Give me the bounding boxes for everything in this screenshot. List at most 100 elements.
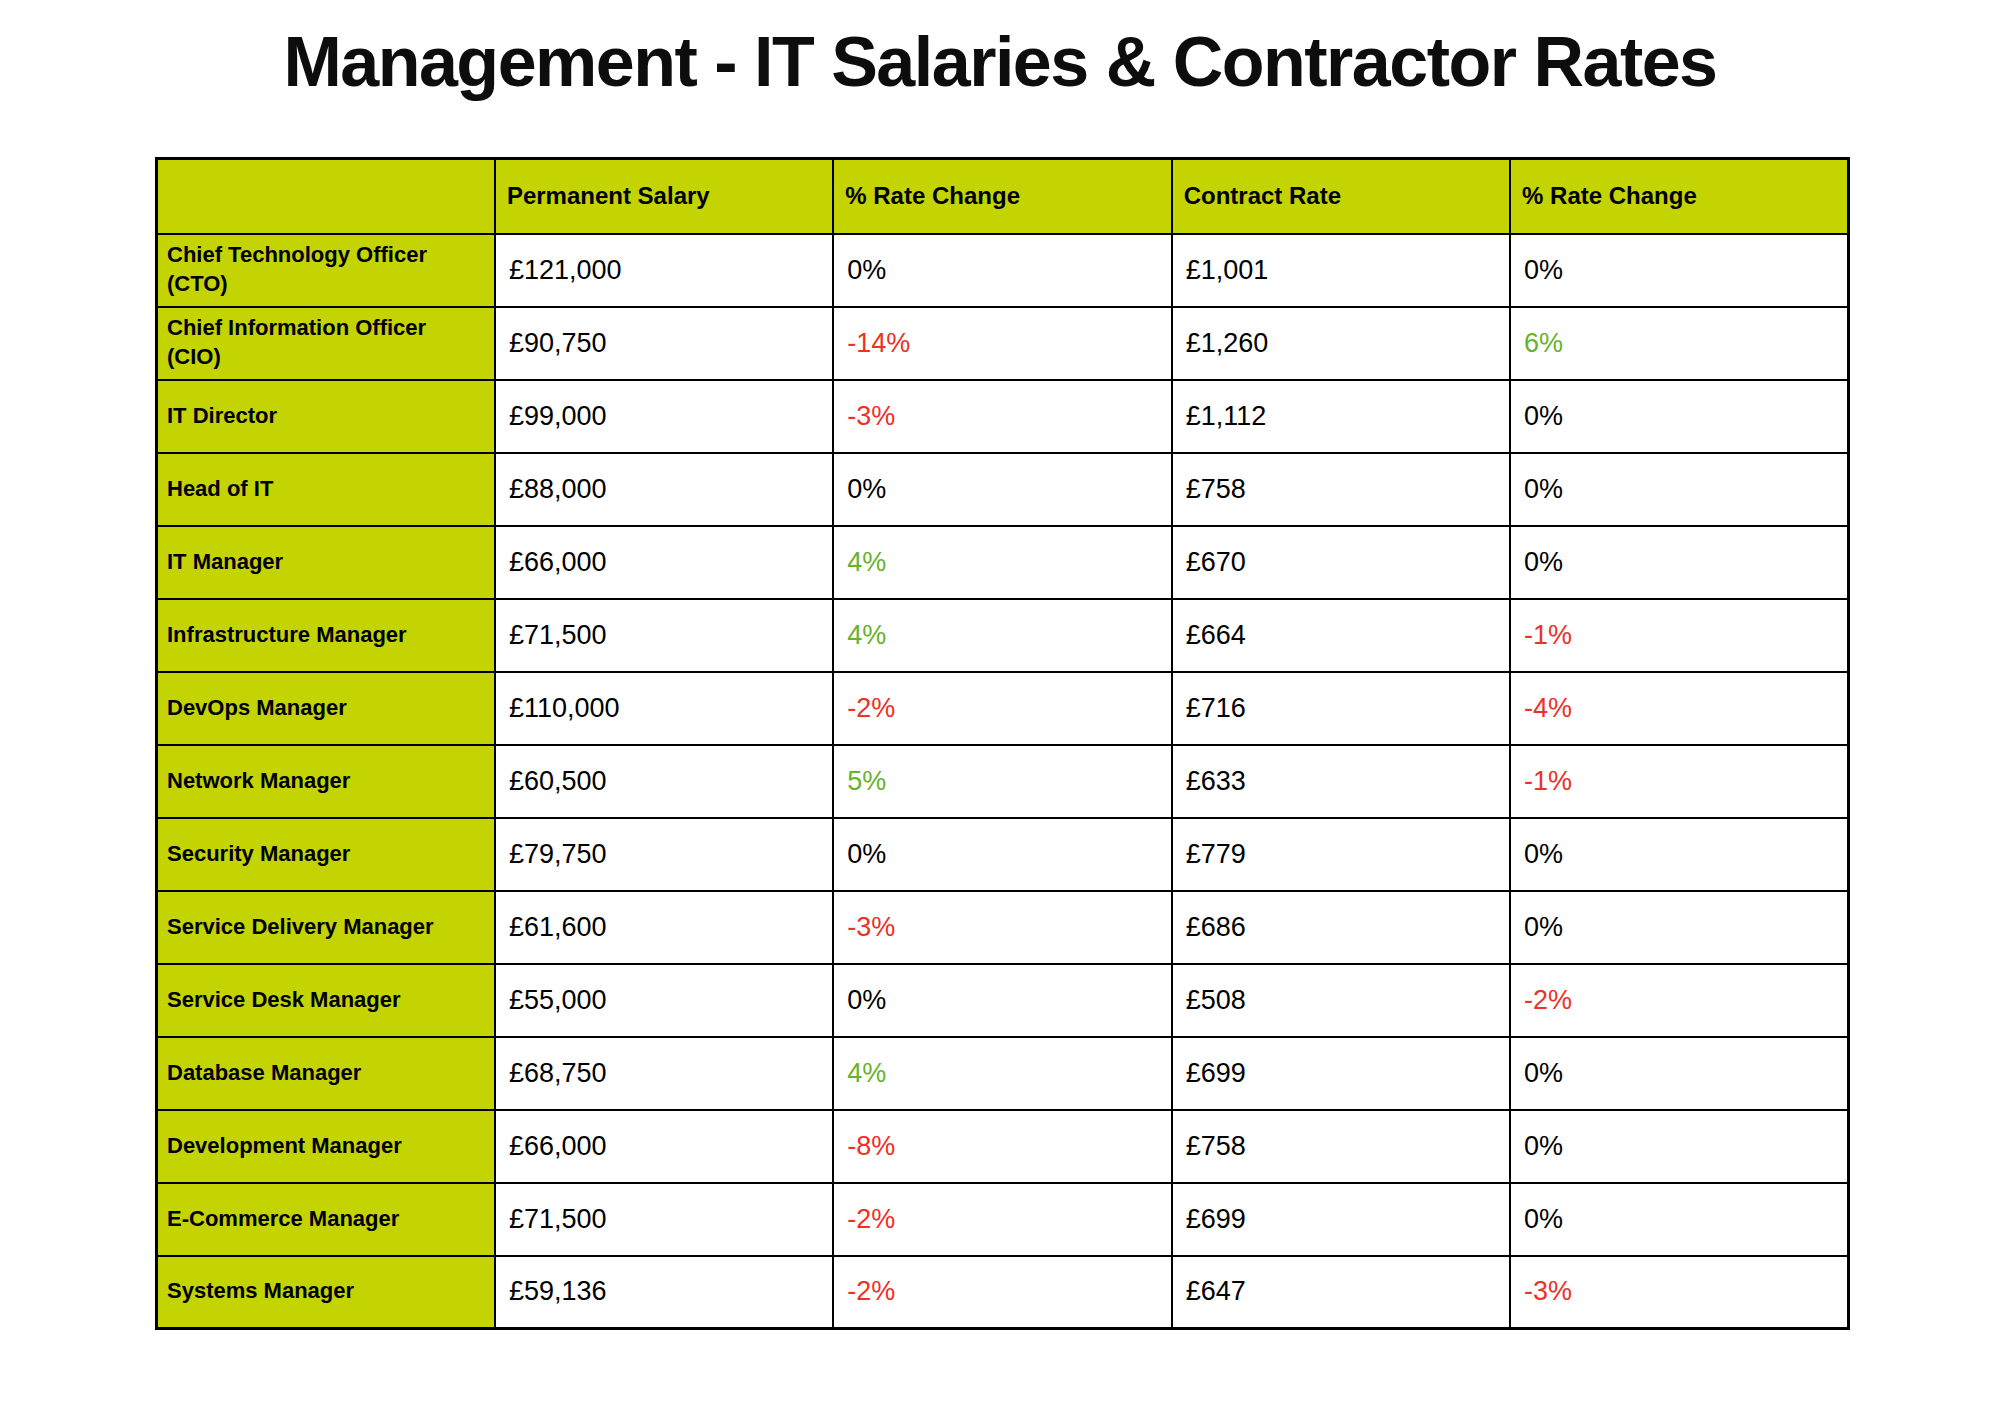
table-row: Security Manager£79,7500%£7790% bbox=[157, 818, 1849, 891]
contract-rate-change-cell: 0% bbox=[1510, 1037, 1848, 1110]
role-cell: IT Manager bbox=[157, 526, 495, 599]
role-cell: Systems Manager bbox=[157, 1256, 495, 1329]
salary-change-cell: 4% bbox=[833, 599, 1171, 672]
salary-change-cell: -2% bbox=[833, 672, 1171, 745]
contract-rate-cell: £716 bbox=[1172, 672, 1510, 745]
permanent-salary-cell: £79,750 bbox=[495, 818, 833, 891]
role-cell: Chief Information Officer (CIO) bbox=[157, 307, 495, 380]
header-cell-blank bbox=[157, 159, 495, 234]
table-row: Chief Information Officer (CIO)£90,750-1… bbox=[157, 307, 1849, 380]
contract-rate-cell: £758 bbox=[1172, 1110, 1510, 1183]
contract-rate-change-cell: -2% bbox=[1510, 964, 1848, 1037]
salary-change-cell: 4% bbox=[833, 526, 1171, 599]
table-row: Service Desk Manager£55,0000%£508-2% bbox=[157, 964, 1849, 1037]
contract-rate-cell: £670 bbox=[1172, 526, 1510, 599]
salary-change-cell: -3% bbox=[833, 380, 1171, 453]
header-cell-contract-rate: Contract Rate bbox=[1172, 159, 1510, 234]
role-cell: Chief Technology Officer (CTO) bbox=[157, 234, 495, 307]
role-cell: Service Delivery Manager bbox=[157, 891, 495, 964]
contract-rate-change-cell: 0% bbox=[1510, 234, 1848, 307]
permanent-salary-cell: £61,600 bbox=[495, 891, 833, 964]
contract-rate-change-cell: 6% bbox=[1510, 307, 1848, 380]
role-cell: DevOps Manager bbox=[157, 672, 495, 745]
permanent-salary-cell: £66,000 bbox=[495, 1110, 833, 1183]
contract-rate-cell: £779 bbox=[1172, 818, 1510, 891]
salary-change-cell: 4% bbox=[833, 1037, 1171, 1110]
contract-rate-cell: £686 bbox=[1172, 891, 1510, 964]
page-title: Management - IT Salaries & Contractor Ra… bbox=[0, 22, 2000, 102]
salary-change-cell: -8% bbox=[833, 1110, 1171, 1183]
salary-change-cell: -2% bbox=[833, 1256, 1171, 1329]
contract-rate-cell: £633 bbox=[1172, 745, 1510, 818]
role-cell: Head of IT bbox=[157, 453, 495, 526]
table-row: Head of IT£88,0000%£7580% bbox=[157, 453, 1849, 526]
table-row: DevOps Manager£110,000-2%£716-4% bbox=[157, 672, 1849, 745]
table-row: Network Manager£60,5005%£633-1% bbox=[157, 745, 1849, 818]
role-cell: Security Manager bbox=[157, 818, 495, 891]
permanent-salary-cell: £66,000 bbox=[495, 526, 833, 599]
permanent-salary-cell: £68,750 bbox=[495, 1037, 833, 1110]
contract-rate-change-cell: 0% bbox=[1510, 453, 1848, 526]
contract-rate-change-cell: -3% bbox=[1510, 1256, 1848, 1329]
salary-change-cell: 5% bbox=[833, 745, 1171, 818]
contract-rate-change-cell: 0% bbox=[1510, 818, 1848, 891]
role-cell: Infrastructure Manager bbox=[157, 599, 495, 672]
contract-rate-cell: £758 bbox=[1172, 453, 1510, 526]
contract-rate-cell: £647 bbox=[1172, 1256, 1510, 1329]
table-row: E-Commerce Manager£71,500-2%£6990% bbox=[157, 1183, 1849, 1256]
contract-rate-change-cell: 0% bbox=[1510, 1183, 1848, 1256]
contract-rate-cell: £664 bbox=[1172, 599, 1510, 672]
header-cell-contract-rate-change: % Rate Change bbox=[1510, 159, 1848, 234]
contract-rate-change-cell: 0% bbox=[1510, 891, 1848, 964]
contract-rate-cell: £508 bbox=[1172, 964, 1510, 1037]
salary-change-cell: -3% bbox=[833, 891, 1171, 964]
salary-change-cell: 0% bbox=[833, 234, 1171, 307]
salary-change-cell: 0% bbox=[833, 818, 1171, 891]
contract-rate-cell: £699 bbox=[1172, 1037, 1510, 1110]
table-row: IT Manager£66,0004%£6700% bbox=[157, 526, 1849, 599]
contract-rate-change-cell: -1% bbox=[1510, 745, 1848, 818]
contract-rate-cell: £1,260 bbox=[1172, 307, 1510, 380]
contract-rate-change-cell: 0% bbox=[1510, 380, 1848, 453]
contract-rate-cell: £699 bbox=[1172, 1183, 1510, 1256]
permanent-salary-cell: £90,750 bbox=[495, 307, 833, 380]
table-row: IT Director£99,000-3%£1,1120% bbox=[157, 380, 1849, 453]
permanent-salary-cell: £121,000 bbox=[495, 234, 833, 307]
header-cell-salary-rate-change: % Rate Change bbox=[833, 159, 1171, 234]
permanent-salary-cell: £99,000 bbox=[495, 380, 833, 453]
role-cell: Network Manager bbox=[157, 745, 495, 818]
contract-rate-change-cell: 0% bbox=[1510, 526, 1848, 599]
role-cell: Database Manager bbox=[157, 1037, 495, 1110]
permanent-salary-cell: £55,000 bbox=[495, 964, 833, 1037]
role-cell: IT Director bbox=[157, 380, 495, 453]
table-row: Service Delivery Manager£61,600-3%£6860% bbox=[157, 891, 1849, 964]
table-row: Infrastructure Manager£71,5004%£664-1% bbox=[157, 599, 1849, 672]
table-row: Chief Technology Officer (CTO)£121,0000%… bbox=[157, 234, 1849, 307]
contract-rate-cell: £1,112 bbox=[1172, 380, 1510, 453]
permanent-salary-cell: £59,136 bbox=[495, 1256, 833, 1329]
salary-change-cell: -14% bbox=[833, 307, 1171, 380]
header-row: Permanent Salary % Rate Change Contract … bbox=[157, 159, 1849, 234]
permanent-salary-cell: £110,000 bbox=[495, 672, 833, 745]
table-row: Development Manager£66,000-8%£7580% bbox=[157, 1110, 1849, 1183]
salary-change-cell: 0% bbox=[833, 964, 1171, 1037]
table-header: Permanent Salary % Rate Change Contract … bbox=[157, 159, 1849, 234]
role-cell: Development Manager bbox=[157, 1110, 495, 1183]
header-cell-permanent-salary: Permanent Salary bbox=[495, 159, 833, 234]
permanent-salary-cell: £71,500 bbox=[495, 599, 833, 672]
table-body: Chief Technology Officer (CTO)£121,0000%… bbox=[157, 234, 1849, 1329]
permanent-salary-cell: £71,500 bbox=[495, 1183, 833, 1256]
contract-rate-change-cell: 0% bbox=[1510, 1110, 1848, 1183]
contract-rate-change-cell: -4% bbox=[1510, 672, 1848, 745]
role-cell: E-Commerce Manager bbox=[157, 1183, 495, 1256]
permanent-salary-cell: £60,500 bbox=[495, 745, 833, 818]
salary-change-cell: -2% bbox=[833, 1183, 1171, 1256]
contract-rate-cell: £1,001 bbox=[1172, 234, 1510, 307]
table-row: Systems Manager£59,136-2%£647-3% bbox=[157, 1256, 1849, 1329]
permanent-salary-cell: £88,000 bbox=[495, 453, 833, 526]
contract-rate-change-cell: -1% bbox=[1510, 599, 1848, 672]
table-row: Database Manager£68,7504%£6990% bbox=[157, 1037, 1849, 1110]
role-cell: Service Desk Manager bbox=[157, 964, 495, 1037]
page: Management - IT Salaries & Contractor Ra… bbox=[0, 0, 2000, 1414]
salary-change-cell: 0% bbox=[833, 453, 1171, 526]
